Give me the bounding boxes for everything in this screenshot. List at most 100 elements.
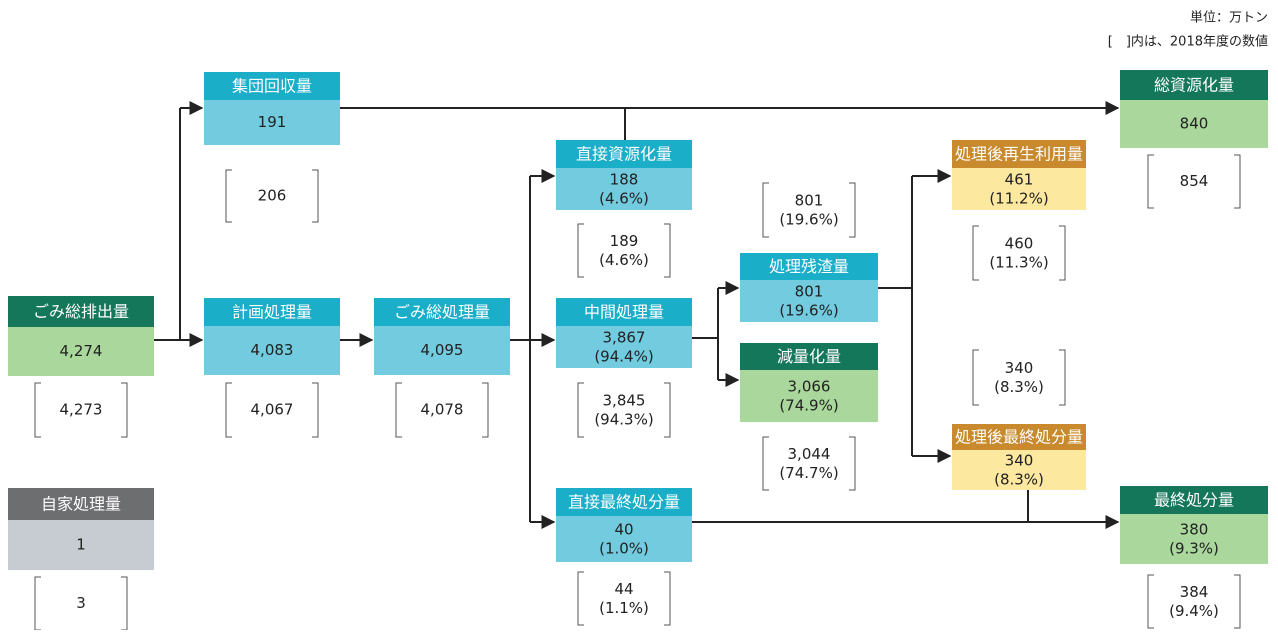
node-value: 340 — [1005, 452, 1034, 470]
node-header — [556, 140, 692, 168]
node-label: 集団回収量 — [232, 77, 312, 96]
prev-pct: (9.4%) — [1169, 602, 1219, 620]
prev-pct: (1.1%) — [599, 599, 649, 617]
node-header — [8, 488, 154, 520]
prev-pct: (4.6%) — [599, 251, 649, 269]
prev-pct: (74.7%) — [779, 464, 838, 482]
node-label: 計画処理量 — [232, 303, 312, 322]
node-body — [204, 326, 340, 375]
node-header — [204, 298, 340, 326]
prev-value: 4,078 — [421, 401, 464, 419]
node-body — [1120, 100, 1268, 148]
node-value: 191 — [258, 113, 287, 131]
node-header — [556, 488, 692, 516]
node-label: 減量化量 — [777, 347, 841, 366]
node-value: 1 — [76, 536, 86, 554]
prev-value: 3,044 — [788, 445, 831, 463]
prev-value: 460 — [1005, 235, 1034, 253]
node-body — [740, 280, 878, 322]
node-body — [374, 326, 510, 375]
bracket-note: [ ]内は、2018年度の数値 — [1108, 34, 1268, 50]
prev-pct: (94.3%) — [594, 411, 653, 429]
node-header — [740, 343, 878, 370]
node-body — [952, 168, 1086, 210]
prev-value: 44 — [614, 580, 633, 598]
node-label: 中間処理量 — [584, 303, 664, 322]
node-header — [374, 298, 510, 326]
prev-pct: (11.3%) — [989, 254, 1048, 272]
prev-value: 3,845 — [603, 392, 646, 410]
bracket — [577, 382, 671, 438]
bracket — [762, 182, 856, 238]
node-header — [1120, 70, 1268, 100]
node-header — [952, 424, 1086, 450]
prev-value: 206 — [258, 187, 287, 205]
node-value: 4,095 — [421, 341, 464, 359]
bracket — [577, 571, 671, 626]
node-header — [556, 298, 692, 326]
connectors — [154, 101, 1120, 529]
bracket — [1147, 154, 1241, 209]
node-label: 処理残渣量 — [769, 257, 849, 276]
node-pct: (74.9%) — [779, 397, 838, 415]
node-value: 4,274 — [60, 342, 103, 360]
node-label: 処理後最終処分量 — [955, 428, 1083, 447]
bracket — [1147, 574, 1241, 629]
node-label: 自家処理量 — [41, 495, 121, 514]
bracket — [225, 382, 319, 438]
bracket — [395, 382, 489, 438]
node-body — [556, 168, 692, 210]
bracket — [34, 382, 128, 438]
node-body — [8, 520, 154, 570]
node-body — [952, 450, 1086, 490]
node-pct: (19.6%) — [779, 302, 838, 320]
prev-value: 3 — [76, 594, 86, 612]
node-header — [1120, 486, 1268, 514]
unit-note: 単位：万トン — [1190, 10, 1268, 26]
node-value: 380 — [1180, 521, 1209, 539]
prev-value: 384 — [1180, 583, 1209, 601]
node-value: 801 — [795, 283, 824, 301]
prev-value: 189 — [610, 232, 639, 250]
node-pct: (11.2%) — [989, 190, 1048, 208]
bracket — [972, 349, 1066, 406]
node-value: 840 — [1180, 115, 1209, 133]
node-value: 4,083 — [251, 341, 294, 359]
node-pct: (4.6%) — [599, 190, 649, 208]
node-pct: (1.0%) — [599, 540, 649, 558]
prev-value: 4,067 — [251, 401, 294, 419]
node-value: 40 — [614, 521, 633, 539]
bracket — [225, 169, 319, 223]
node-label: 最終処分量 — [1154, 491, 1234, 510]
bracket — [762, 436, 856, 491]
node-header — [204, 72, 340, 100]
node-label: 直接資源化量 — [576, 145, 672, 164]
prev-value: 854 — [1180, 172, 1209, 190]
node-value: 3,066 — [788, 378, 831, 396]
node-body — [740, 370, 878, 422]
node-value: 3,867 — [603, 329, 646, 347]
node-value: 461 — [1005, 171, 1034, 189]
node-label: ごみ総排出量 — [33, 302, 129, 321]
bracket — [577, 223, 671, 278]
node-label: 直接最終処分量 — [568, 493, 680, 512]
prev-value: 4,273 — [60, 401, 103, 419]
node-label: ごみ総処理量 — [394, 303, 490, 322]
node-body — [8, 327, 154, 376]
prev-pct: (19.6%) — [779, 211, 838, 229]
node-label: 総資源化量 — [1154, 76, 1234, 95]
node-pct: (9.3%) — [1169, 540, 1219, 558]
prev-pct: (8.3%) — [994, 378, 1044, 396]
bracket — [972, 225, 1066, 281]
node-body — [556, 516, 692, 562]
node-pct: (94.4%) — [594, 348, 653, 366]
node-label: 処理後再生利用量 — [955, 145, 1083, 164]
node-pct: (8.3%) — [994, 471, 1044, 489]
prev-value: 340 — [1005, 359, 1034, 377]
node-value: 188 — [610, 171, 639, 189]
prev-value: 801 — [795, 192, 824, 210]
node-header — [740, 253, 878, 280]
node-header — [952, 140, 1086, 168]
node-header — [8, 296, 154, 327]
